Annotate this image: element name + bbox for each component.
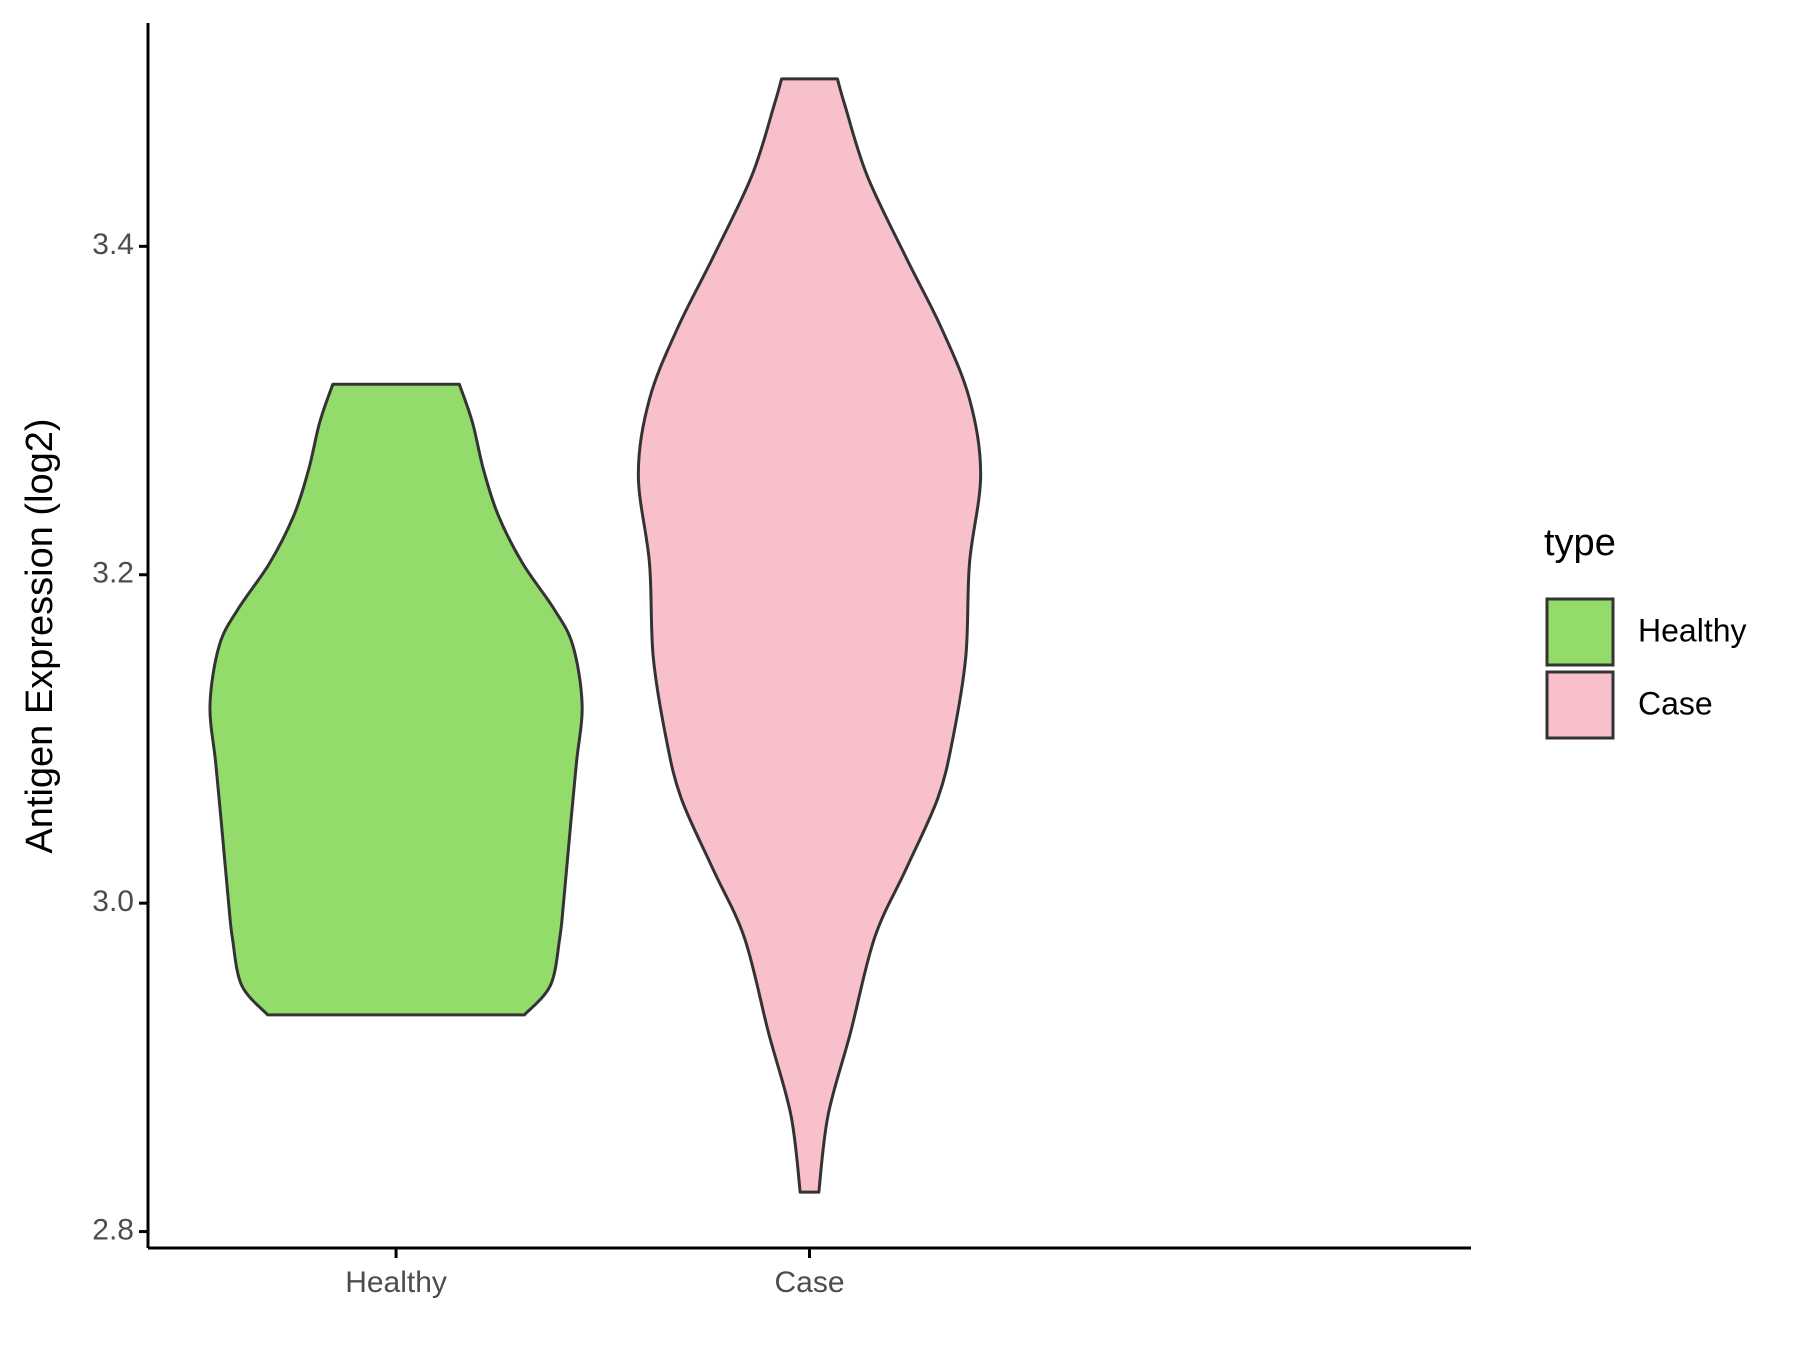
legend-label: Case (1638, 685, 1713, 721)
x-tick-label: Case (774, 1266, 844, 1299)
y-tick-label: 2.8 (92, 1214, 134, 1247)
y-axis-title: Antigen Expression (log2) (19, 418, 61, 853)
y-tick-label: 3.2 (92, 557, 134, 590)
violin (636, 77, 983, 1194)
legend-title: type (1544, 522, 1616, 564)
y-tick-label: 3.0 (92, 885, 134, 918)
x-tick-label: Healthy (345, 1266, 447, 1299)
legend-key (1545, 670, 1615, 740)
violin (208, 382, 584, 1017)
y-tick-label: 3.4 (92, 228, 134, 261)
legend-label: Healthy (1638, 612, 1747, 648)
legend-key (1545, 597, 1615, 667)
